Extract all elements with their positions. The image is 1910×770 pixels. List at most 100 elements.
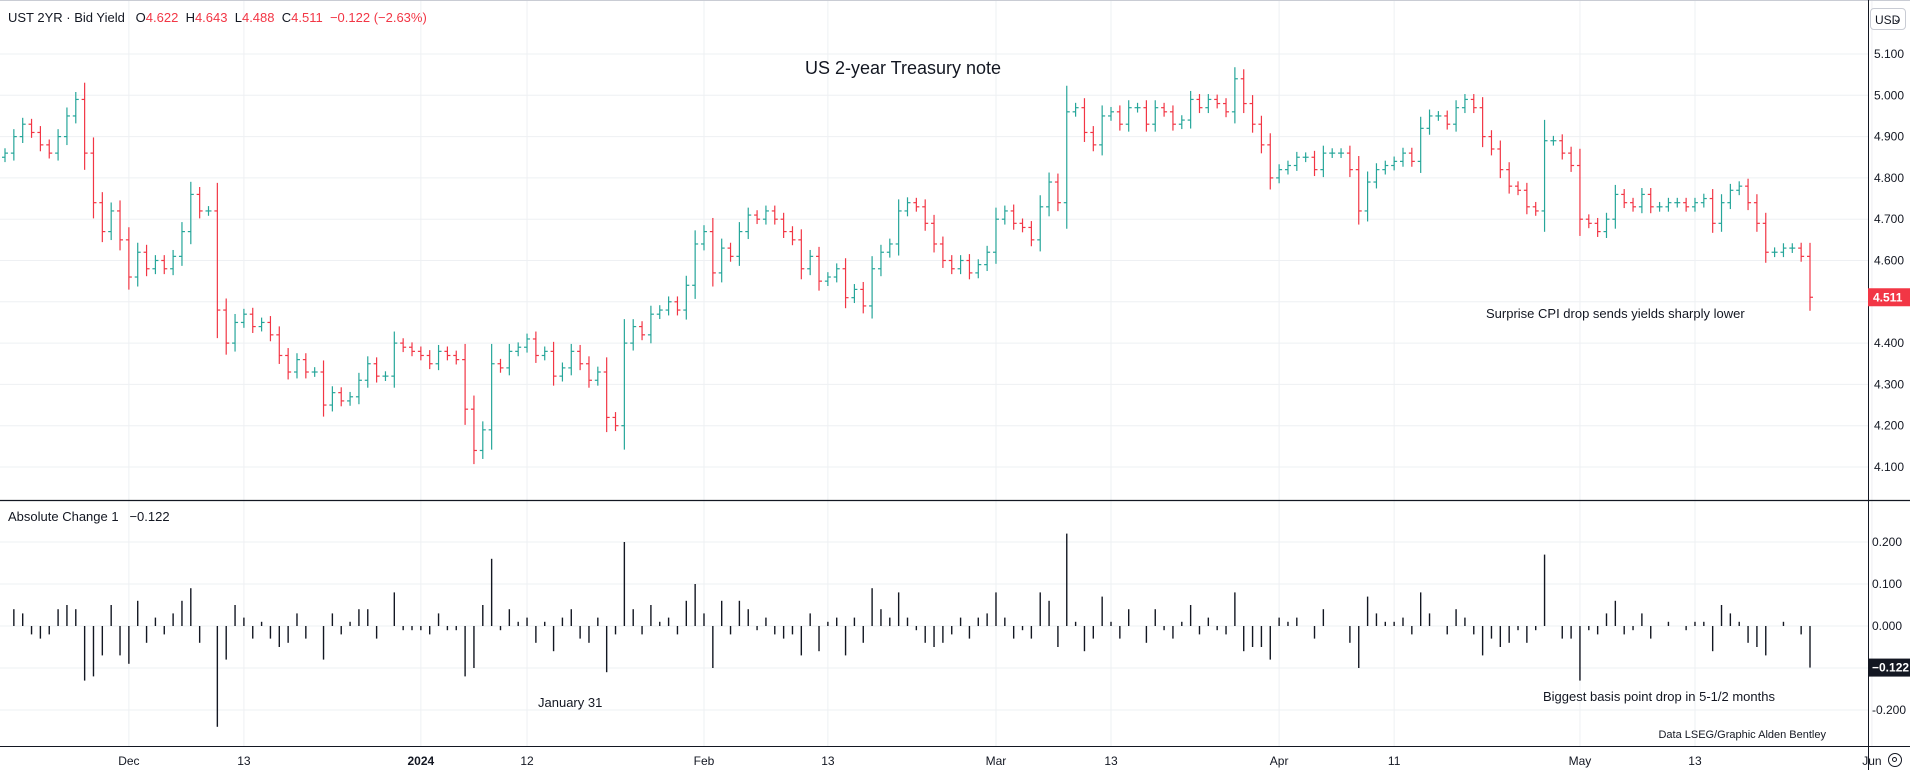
ohlc-bar: [400, 338, 407, 353]
ohlc-bar: [63, 107, 70, 146]
ohlc-bar: [1585, 214, 1592, 229]
ohlc-bar: [939, 236, 946, 268]
ohlc-bar: [1568, 146, 1575, 172]
ohlc-bar: [869, 256, 876, 319]
ohlc-bar: [46, 139, 53, 159]
ohlc-bar: [931, 214, 938, 253]
ohlc-bar: [1240, 69, 1247, 114]
ohlc-bar: [541, 346, 548, 361]
ohlc-bar: [762, 205, 769, 225]
ohlc-bar: [1559, 134, 1566, 160]
ohlc-bar: [1187, 90, 1194, 129]
ohlc-bar: [1541, 119, 1548, 232]
ohlc-bar: [1258, 115, 1265, 154]
ohlc-bar: [1727, 183, 1734, 210]
ohlc-bar: [1594, 217, 1601, 237]
ohlc-bar: [1338, 148, 1345, 158]
price-tick-label: 5.100: [1874, 47, 1904, 61]
ohlc-bar: [10, 129, 17, 161]
last-change-badge: [1868, 658, 1910, 677]
ohlc-bar: [683, 275, 690, 320]
price-tick-label: 4.800: [1874, 171, 1904, 185]
ohlc-bar: [497, 358, 504, 373]
ohlc-bar: [1169, 105, 1176, 131]
ohlc-bar: [948, 255, 955, 275]
ohlc-bar: [1771, 247, 1778, 258]
last-change-label: −0.122: [1872, 661, 1909, 675]
indicator-value: −0.122: [129, 509, 170, 524]
time-tick-label: 13: [821, 754, 835, 768]
ohlc-bar: [612, 412, 619, 432]
ohlc-bar: [267, 316, 274, 342]
ohlc-bar: [1515, 181, 1522, 196]
currency-label: USD: [1875, 13, 1901, 27]
ohlc-bar: [347, 391, 354, 406]
ohlc-bar: [134, 242, 141, 287]
ohlc-bar: [1691, 197, 1698, 212]
ohlc-bar: [1267, 133, 1274, 190]
ohlc-bar: [444, 346, 451, 361]
ohlc-bar: [594, 366, 601, 386]
ohlc-bar: [1072, 102, 1079, 117]
ohlc-bar: [1417, 116, 1424, 173]
ohlc-bar: [125, 227, 132, 290]
time-tick-label: 13: [237, 754, 251, 768]
currency-selector[interactable]: USD ⌄: [1870, 8, 1906, 30]
ohlc-bar: [1762, 212, 1769, 263]
ohlc-bar: [1656, 201, 1663, 212]
ohlc-bar: [161, 255, 168, 275]
ohlc-bar: [302, 353, 309, 379]
ohlc-bar: [895, 199, 902, 256]
ohlc-bar: [479, 421, 486, 459]
ohlc-bar: [435, 344, 442, 371]
price-tick-label: 4.900: [1874, 130, 1904, 144]
ohlc-bar: [1302, 152, 1309, 163]
ohlc-bar: [1134, 102, 1141, 113]
ohlc-bar: [656, 305, 663, 320]
ohlc-bar: [1090, 126, 1097, 152]
ohlc-bar: [232, 313, 239, 352]
ohlc-bar: [1603, 212, 1610, 238]
ohlc-bar: [1054, 173, 1061, 212]
ohlc-bar: [1709, 189, 1716, 233]
ohlc-bar: [196, 186, 203, 219]
ohlc-bar: [249, 307, 256, 333]
ohlc-bar: [214, 182, 221, 339]
change-value: −0.122 (−2.63%): [329, 10, 427, 25]
ohlc-bar: [754, 210, 761, 225]
ohlc-bar: [1479, 97, 1486, 148]
credit-line: Data LSEG/Graphic Alden Bentley: [1658, 729, 1826, 741]
price-tick-label: 4.100: [1874, 460, 1904, 474]
ohlc-bar: [1178, 115, 1185, 130]
ohlc-bar: [1461, 94, 1468, 114]
ohlc-bar: [108, 202, 115, 241]
ohlc-bar: [55, 129, 62, 161]
ohlc-bar: [532, 331, 539, 363]
ohlc-bar: [665, 296, 672, 316]
ohlc-bar: [1214, 94, 1221, 109]
settings-icon[interactable]: [1888, 753, 1902, 767]
ohlc-bar: [488, 343, 495, 450]
ohlc-bar: [1019, 218, 1026, 233]
ohlc-bar: [1046, 172, 1053, 217]
ohlc-bar: [1488, 130, 1495, 156]
ohlc-bar: [1116, 105, 1123, 131]
low-value: 4.488: [241, 10, 275, 25]
ohlc-bar: [824, 272, 831, 287]
price-tick-label: 4.700: [1874, 212, 1904, 226]
ohlc-bar: [1789, 243, 1796, 253]
symbol-name: UST 2YR · Bid Yield: [8, 10, 125, 25]
time-tick-label: May: [1569, 754, 1592, 768]
ohlc-bar: [391, 331, 398, 388]
ohlc-bar: [577, 344, 584, 371]
ohlc-bar: [1382, 160, 1389, 175]
ohlc-bar: [1753, 194, 1760, 232]
ohlc-bar: [585, 356, 592, 388]
chevron-down-icon: ⌄: [1892, 14, 1901, 25]
ohlc-bar: [1807, 242, 1813, 311]
ohlc-bar: [1630, 197, 1637, 212]
ohlc-bar: [1576, 148, 1583, 236]
last-price-label: 4.511: [1873, 290, 1903, 304]
ohlc-bar: [1391, 156, 1398, 171]
